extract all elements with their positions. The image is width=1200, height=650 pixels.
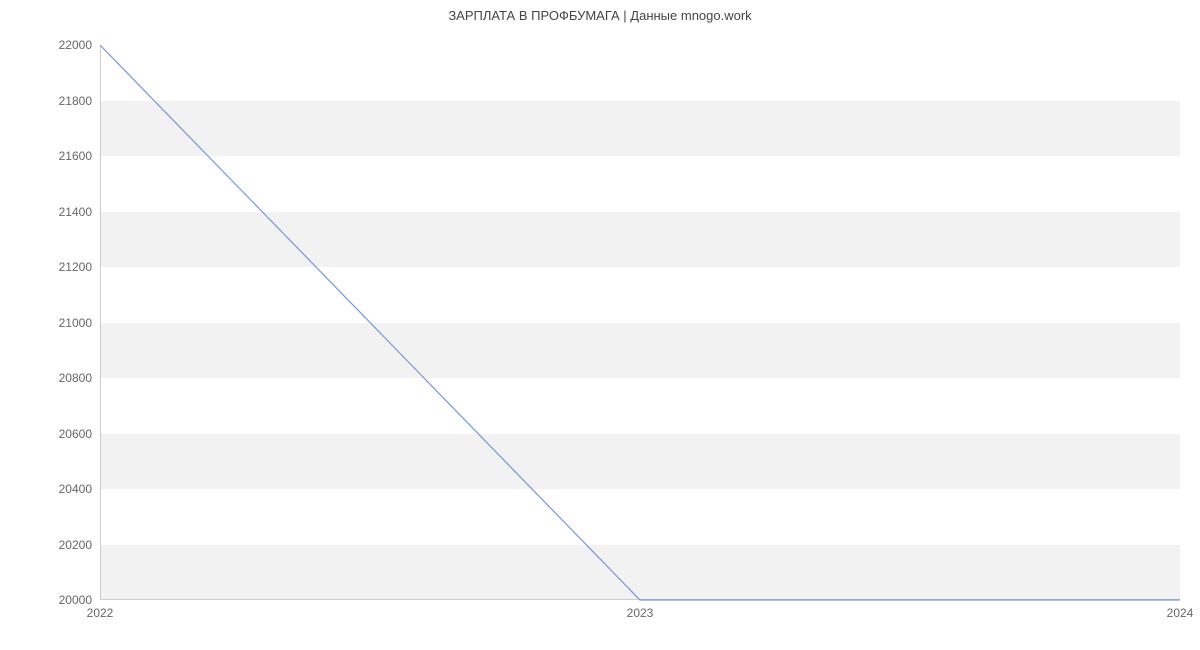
x-tick-label: 2024 (1167, 600, 1194, 620)
x-tick-label: 2022 (87, 600, 114, 620)
y-tick-label: 20600 (59, 427, 100, 441)
y-tick-label: 21200 (59, 260, 100, 274)
series-line-salary (100, 45, 1180, 600)
y-tick-label: 21600 (59, 149, 100, 163)
plot-area: 2000020200204002060020800210002120021400… (100, 45, 1180, 600)
y-tick-label: 20200 (59, 538, 100, 552)
y-tick-label: 21400 (59, 205, 100, 219)
y-tick-label: 20400 (59, 482, 100, 496)
chart-title: ЗАРПЛАТА В ПРОФБУМАГА | Данные mnogo.wor… (0, 8, 1200, 23)
y-tick-label: 21800 (59, 94, 100, 108)
salary-line-chart: ЗАРПЛАТА В ПРОФБУМАГА | Данные mnogo.wor… (0, 0, 1200, 650)
y-tick-label: 22000 (59, 38, 100, 52)
y-tick-label: 21000 (59, 316, 100, 330)
y-tick-label: 20800 (59, 371, 100, 385)
x-tick-label: 2023 (627, 600, 654, 620)
line-layer (100, 45, 1180, 600)
